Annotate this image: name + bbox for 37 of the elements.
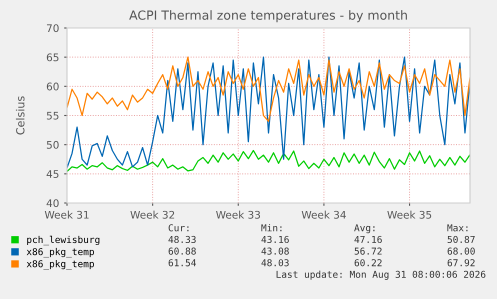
text: 43.16 [261, 236, 289, 244]
legend-label: x86_pkg_temp [26, 260, 94, 270]
text: 60.88 [168, 248, 196, 255]
text: 48.03 [261, 259, 289, 266]
text: 67.92 [448, 259, 475, 266]
y-tick-label: 60 [46, 82, 59, 90]
y-tick-label: 40 [46, 199, 59, 208]
text: Min: [261, 224, 282, 232]
text: 50.87 [448, 236, 475, 244]
chart-title: ACPI Thermal zone temperatures - by month [129, 10, 407, 22]
x-tick-label: Week 35 [387, 210, 432, 219]
y-tick-label: 55 [46, 112, 58, 120]
text: Max: [447, 224, 468, 232]
text: 48.33 [168, 236, 196, 244]
y-axis-title: Celsius [16, 96, 25, 135]
text: 61.54 [168, 259, 196, 266]
x-tick-label: Week 34 [302, 210, 346, 219]
text: 68.00 [448, 248, 475, 255]
line-series [67, 56, 470, 122]
text: Cur: [168, 224, 188, 232]
y-tick-label: 50 [46, 140, 59, 149]
text: 56.72 [354, 248, 382, 255]
line-series [67, 56, 470, 169]
legend-label: pch_lewisburg [27, 236, 100, 246]
y-tick-label: 45 [46, 170, 58, 178]
x-tick-label: Week 31 [44, 210, 89, 219]
text: Last update: Mon Aug 31 08:00:06 2026 [276, 270, 486, 280]
text: 60.22 [354, 259, 382, 266]
legend-label: x86_pkg_temp [26, 248, 94, 258]
text: Avg: [354, 224, 374, 234]
y-tick-label: 65 [46, 53, 58, 62]
x-tick-label: Week 32 [130, 210, 174, 219]
y-tick-label: 70 [46, 24, 59, 32]
text: 47.16 [354, 236, 382, 244]
x-tick-label: Week 33 [216, 210, 260, 219]
text: 43.08 [261, 248, 289, 255]
line-series [67, 150, 470, 172]
